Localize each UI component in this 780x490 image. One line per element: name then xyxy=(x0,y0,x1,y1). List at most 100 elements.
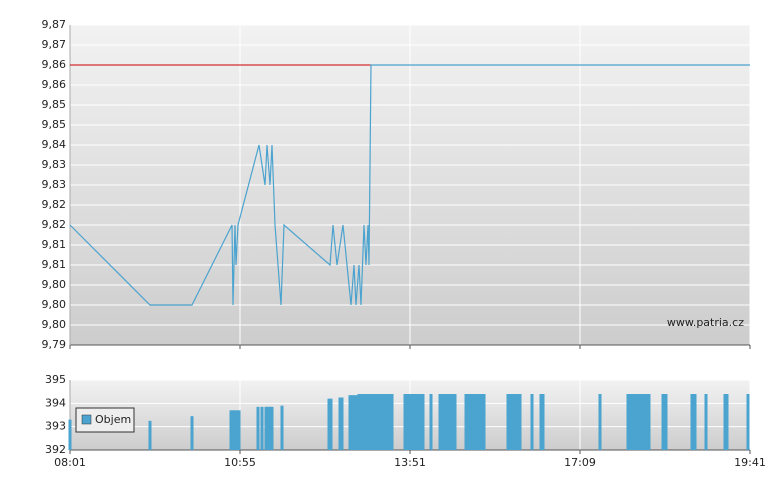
volume-bar xyxy=(280,405,284,450)
volume-bar xyxy=(450,394,454,450)
y-tick-label: 9,82 xyxy=(42,198,67,211)
volume-bar xyxy=(725,394,729,450)
volume-bar xyxy=(453,394,457,450)
volume-bar xyxy=(357,394,361,450)
volume-bar xyxy=(190,416,194,450)
volume-bar xyxy=(626,394,630,450)
volume-bar xyxy=(512,394,516,450)
volume-bar xyxy=(470,394,474,450)
volume-bar xyxy=(638,394,642,450)
y-tick-label: 394 xyxy=(45,396,66,409)
x-tick-label: 19:41 xyxy=(734,456,766,469)
legend-swatch xyxy=(81,414,92,425)
volume-bar xyxy=(412,394,416,450)
volume-bar xyxy=(518,394,522,450)
volume-bar xyxy=(360,394,364,450)
x-tick-label: 13:51 xyxy=(394,456,426,469)
volume-bar xyxy=(479,394,483,450)
volume-bar xyxy=(476,394,480,450)
volume-bar xyxy=(381,394,385,450)
y-tick-label: 9,80 xyxy=(42,318,67,331)
y-tick-label: 9,83 xyxy=(42,158,67,171)
volume-bar xyxy=(233,410,237,450)
volume-bar xyxy=(746,394,750,450)
volume-bar xyxy=(338,397,342,450)
volume-bar xyxy=(444,394,448,450)
volume-bar xyxy=(421,394,425,450)
volume-bar xyxy=(229,410,233,450)
y-tick-label: 9,80 xyxy=(42,298,67,311)
volume-bar xyxy=(482,394,486,450)
volume-bar xyxy=(530,394,534,450)
volume-bar xyxy=(438,394,442,450)
volume-bar xyxy=(387,394,391,450)
price-line xyxy=(69,64,750,306)
y-tick-label: 9,86 xyxy=(42,58,67,71)
volume-bar xyxy=(418,394,422,450)
watermark: www.patria.cz xyxy=(667,316,744,329)
volume-bar xyxy=(266,406,270,450)
volume-bar xyxy=(704,394,708,450)
volume-bar xyxy=(354,395,358,450)
x-tick-label: 17:09 xyxy=(564,456,596,469)
x-tick-label: 10:55 xyxy=(224,456,256,469)
volume-bar xyxy=(340,397,344,450)
volume-bar xyxy=(390,394,394,450)
y-tick-label: 9,80 xyxy=(42,278,67,291)
y-tick-label: 9,79 xyxy=(42,338,67,351)
volume-bar xyxy=(723,394,727,450)
volume-bar xyxy=(406,394,410,450)
volume-bar xyxy=(664,394,668,450)
y-tick-label: 9,81 xyxy=(42,258,67,271)
volume-bar xyxy=(327,398,331,450)
y-tick-label: 9,85 xyxy=(42,98,67,111)
volume-bar xyxy=(539,394,543,450)
volume-bar xyxy=(68,419,72,450)
volume-bar xyxy=(429,394,433,450)
volume-bar xyxy=(693,394,697,450)
volume-bar xyxy=(515,394,519,450)
volume-bar xyxy=(148,420,152,450)
y-tick-label: 9,85 xyxy=(42,118,67,131)
y-tick-label: 395 xyxy=(45,373,66,386)
volume-bar xyxy=(270,406,274,450)
volume-bar xyxy=(598,394,602,450)
volume-bar xyxy=(632,394,636,450)
y-tick-label: 9,82 xyxy=(42,218,67,231)
volume-bar xyxy=(256,406,260,450)
volume-bar xyxy=(509,394,513,450)
volume-bar xyxy=(264,406,268,450)
volume-bar xyxy=(441,394,445,450)
y-tick-label: 9,83 xyxy=(42,178,67,191)
volume-bar xyxy=(641,394,645,450)
y-tick-label: 9,87 xyxy=(42,38,67,51)
volume-bar xyxy=(409,394,413,450)
volume-bar xyxy=(403,394,407,450)
volume-bar xyxy=(237,410,241,450)
volume-bar xyxy=(415,394,419,450)
volume-bar xyxy=(329,398,333,450)
volume-bar xyxy=(375,394,379,450)
x-tick-label: 08:01 xyxy=(54,456,86,469)
volume-bar xyxy=(447,394,451,450)
volume-bar xyxy=(235,410,239,450)
volume-bar xyxy=(635,394,639,450)
volume-bar xyxy=(473,394,477,450)
volume-bar xyxy=(661,394,665,450)
legend-label: Objem xyxy=(95,413,131,426)
volume-bar xyxy=(647,394,651,450)
volume-bar xyxy=(384,394,388,450)
volume-bar xyxy=(464,394,468,450)
y-tick-label: 392 xyxy=(45,443,66,456)
volume-bar xyxy=(231,410,235,450)
volume-bar xyxy=(363,394,367,450)
volume-bar xyxy=(372,394,376,450)
y-tick-label: 9,81 xyxy=(42,238,67,251)
volume-bar xyxy=(366,394,370,450)
volume-bar xyxy=(541,394,545,450)
volume-bar xyxy=(467,394,471,450)
y-tick-label: 9,84 xyxy=(42,138,67,151)
volume-bar xyxy=(629,394,633,450)
y-tick-label: 393 xyxy=(45,420,66,433)
